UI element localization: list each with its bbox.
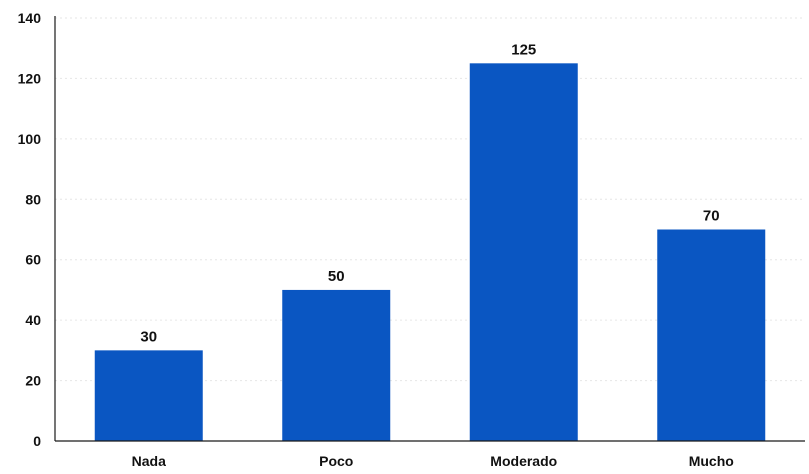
y-tick-label: 80 (25, 191, 41, 207)
x-tick-label-mucho: Mucho (689, 453, 734, 469)
bar-nada (94, 350, 203, 441)
y-tick-label: 20 (25, 373, 41, 389)
bar-poco (282, 289, 391, 441)
grid-layer (55, 17, 805, 382)
y-tick-label: 100 (18, 131, 42, 147)
x-tick-label-moderado: Moderado (490, 453, 557, 469)
y-tick-label: 120 (18, 70, 42, 86)
bar-layer (94, 63, 766, 441)
data-label-mucho: 70 (703, 208, 720, 225)
data-label-nada: 30 (140, 328, 157, 345)
y-tick-label: 0 (33, 433, 41, 449)
x-tick-label-poco: Poco (319, 453, 353, 469)
x-tick-label-nada: Nada (132, 453, 166, 469)
y-tick-label: 60 (25, 252, 41, 268)
y-tick-label: 140 (18, 10, 42, 26)
label-layer: 0 20 40 60 80 100 120 140 30 Nada 50 Poco 125 Moderad… (18, 10, 734, 469)
bar-moderado (469, 63, 578, 441)
y-tick-label: 40 (25, 312, 41, 328)
data-label-poco: 50 (328, 268, 345, 285)
data-label-moderado: 125 (511, 41, 536, 58)
bar-mucho (657, 229, 766, 441)
axis-layer (54, 16, 805, 442)
